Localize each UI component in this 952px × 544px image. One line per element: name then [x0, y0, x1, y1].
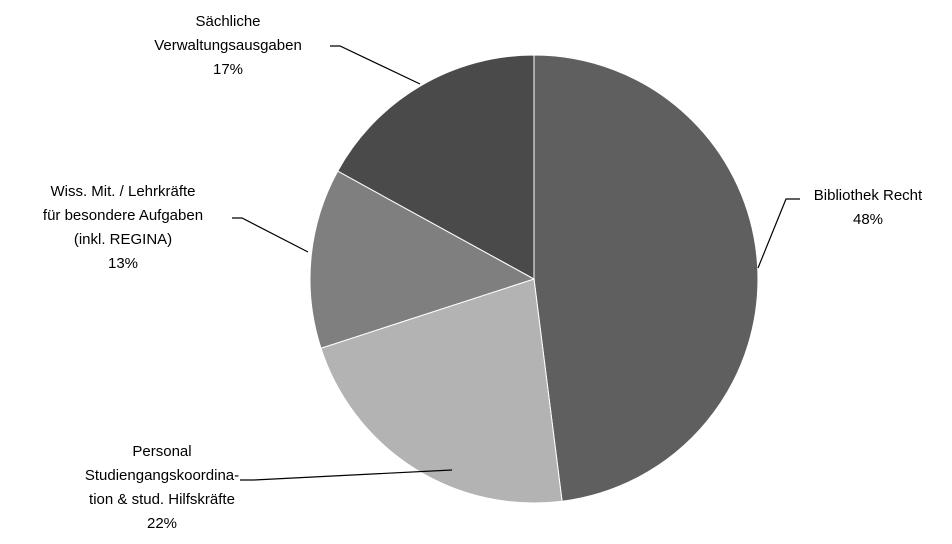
pie-slice-1 [533, 54, 759, 502]
slice-category-label-1: Bibliothek Recht [814, 187, 923, 204]
pie-slice-3 [309, 170, 536, 349]
leader-lines [232, 45, 800, 481]
slice-percent-label-2: 22% [147, 515, 177, 532]
slice-category-label-2: Personal [132, 443, 191, 460]
leader-line-2 [240, 469, 453, 481]
slice-category-label-4: Verwaltungsausgaben [154, 37, 302, 54]
pie-slice-2 [320, 278, 563, 504]
leader-line-4 [330, 45, 421, 85]
slice-category-label-4: Sächliche [195, 13, 260, 30]
pie-slices [309, 54, 759, 504]
pie-slice-4 [337, 54, 535, 280]
leader-line-1 [757, 198, 800, 269]
slice-category-label-3: für besondere Aufgaben [43, 207, 203, 224]
slice-percent-label-3: 13% [108, 255, 138, 272]
slice-category-label-2: Studiengangskoordina- [85, 467, 239, 484]
slice-category-label-3: (inkl. REGINA) [74, 231, 172, 248]
slice-labels: Bibliothek Recht 48% Personal Studiengangsk… [43, 13, 923, 532]
slice-category-label-2: tion & stud. Hilfskräfte [89, 491, 235, 508]
slice-percent-label-1: 48% [853, 211, 883, 228]
leader-line-3 [232, 217, 309, 253]
slice-percent-label-4: 17% [213, 61, 243, 78]
slice-category-label-3: Wiss. Mit. / Lehrkräfte [50, 183, 195, 200]
